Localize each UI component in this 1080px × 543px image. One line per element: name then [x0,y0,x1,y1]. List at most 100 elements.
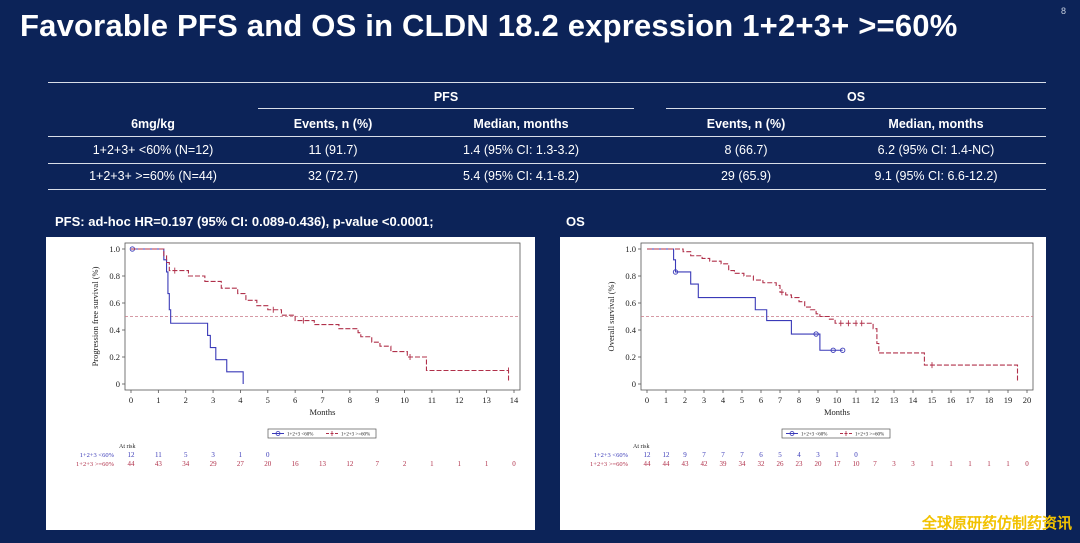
group-header-os: OS [846,90,866,104]
y-tick-label: 0 [632,379,636,389]
pfs-km-chart: 00.20.40.60.81.00 1 2 3 4 5 6 7 8 9 10 11 12 13 14Mont… [76,242,521,468]
row2-os-events: 29 (65.9) [720,169,772,183]
at-risk-count: 44 [644,460,652,468]
at-risk-count: 1 [458,460,462,468]
pfs-section-title: PFS: ad-hoc HR=0.197 (95% CI: 0.089-0.43… [55,214,434,229]
y-tick-label: 1.0 [109,244,120,254]
at-risk-count: 7 [375,460,379,468]
at-risk-row-label: 1+2+3 >=60% [76,461,115,468]
at-risk-count: 20 [264,460,272,468]
at-risk-count: 7 [721,451,725,459]
col-header-dose: 6mg/kg [131,117,175,131]
at-risk-row-label: 1+2+3 >=60% [590,461,629,468]
x-tick-label: 9 [816,395,820,405]
at-risk-count: 5 [778,451,782,459]
pfs-group-rule [258,108,634,109]
y-tick-label: 0 [116,379,120,389]
at-risk-count: 4 [797,451,801,459]
km-curve-lt60 [131,248,244,384]
at-risk-count: 13 [319,460,327,468]
at-risk-count: 32 [758,460,766,468]
km-curve-lt60 [647,248,843,351]
x-axis-title: Months [824,407,850,417]
y-tick-label: 0.2 [625,352,636,362]
censor-mark [672,269,679,275]
col-header-os-median: Median, months [888,117,984,131]
censor-mark [840,347,846,353]
at-risk-count: 12 [128,451,136,459]
at-risk-count: 27 [237,460,245,468]
legend-entry: 1+2+3 <60% [801,433,827,438]
legend-marker [789,431,795,436]
legend-entry: 1+2+3 >=60% [341,433,370,438]
at-risk-count: 34 [182,460,190,468]
y-tick-label: 1.0 [625,244,636,254]
watermark: 全球原研药仿制药资讯 [921,515,1072,532]
pfs-chart-panel: 0 0.2 0.4 0.6 0.8 1.0 0 1 2 3 4 5 6 7 8 9 10 11 12 13 14 Mont… [46,237,535,530]
at-risk-title: At risk [633,444,650,450]
at-risk-count: 10 [853,460,861,468]
at-risk-count: 11 [155,451,162,459]
x-tick-label: 1 [156,395,160,405]
at-risk-row-label: 1+2+3 <60% [80,452,115,459]
x-tick-label: 10 [833,395,842,405]
x-tick-label: 2 [184,395,188,405]
at-risk-count: 42 [701,460,709,468]
at-risk-count: 1 [949,460,953,468]
x-tick-label: 17 [966,395,975,405]
x-tick-label: 13 [890,395,899,405]
km-curve-ge60 [131,248,510,382]
x-tick-label: 11 [852,395,860,405]
y-tick-label: 0.6 [625,298,636,308]
os-chart-panel: 0 0.2 0.4 0.6 0.8 1.0 0 1 2 3 4 5 6 7 8 9 10 11 12 13 14 15 16… [560,237,1046,530]
y-tick-label: 0.4 [625,325,636,335]
row1-os-median: 6.2 (95% CI: 1.4-NC) [877,143,995,157]
table-top-rule [48,82,1046,83]
legend-box [781,428,891,439]
at-risk-count: 9 [683,451,687,459]
col-header-pfs-median: Median, months [473,117,569,131]
at-risk-count: 16 [292,460,300,468]
x-tick-label: 4 [238,395,243,405]
at-risk-count: 1 [835,451,839,459]
x-tick-label: 19 [1004,395,1013,405]
at-risk-count: 1 [968,460,972,468]
at-risk-count: 6 [759,451,763,459]
os-group-rule [666,108,1046,109]
legend-box [267,428,377,439]
at-risk-count: 7 [740,451,744,459]
at-risk-count: 5 [184,451,188,459]
x-tick-label: 4 [721,395,726,405]
km-curve-ge60 [647,248,1019,382]
at-risk-count: 44 [663,460,671,468]
os-km-chart: 00.20.40.60.81.00 1 2 3 4 5 6 7 8 9 10 11 12 13 14 15 16… [590,242,1034,468]
at-risk-title: At risk [119,444,136,450]
y-tick-label: 0.2 [109,352,120,362]
x-tick-label: 8 [797,395,801,405]
row1-pfs-median: 1.4 (95% CI: 1.3-3.2) [462,143,580,157]
at-risk-count: 20 [815,460,823,468]
at-risk-count: 3 [816,451,820,459]
y-tick-label: 0.6 [109,298,120,308]
at-risk-count: 0 [1025,460,1029,468]
at-risk-count: 0 [266,451,270,459]
at-risk-count: 34 [739,460,747,468]
at-risk-count: 43 [682,460,690,468]
x-tick-label: 0 [129,395,133,405]
at-risk-count: 3 [892,460,896,468]
at-risk-count: 39 [720,460,728,468]
table-bottom-rule [48,189,1046,190]
y-axis-title: Overall survival (%) [606,281,616,351]
y-tick-label: 0.4 [109,325,120,335]
col-header-os-events: Events, n (%) [706,117,786,131]
col-header-pfs-events: Events, n (%) [293,117,373,131]
x-tick-label: 6 [759,395,763,405]
at-risk-count: 1 [430,460,434,468]
at-risk-count: 1 [485,460,489,468]
at-risk-count: 44 [128,460,136,468]
row2-pfs-median: 5.4 (95% CI: 4.1-8.2) [462,169,580,183]
x-tick-label: 3 [211,395,215,405]
x-tick-label: 12 [455,395,464,405]
row1-group: 1+2+3+ <60% (N=12) [92,143,214,157]
at-risk-count: 23 [796,460,804,468]
